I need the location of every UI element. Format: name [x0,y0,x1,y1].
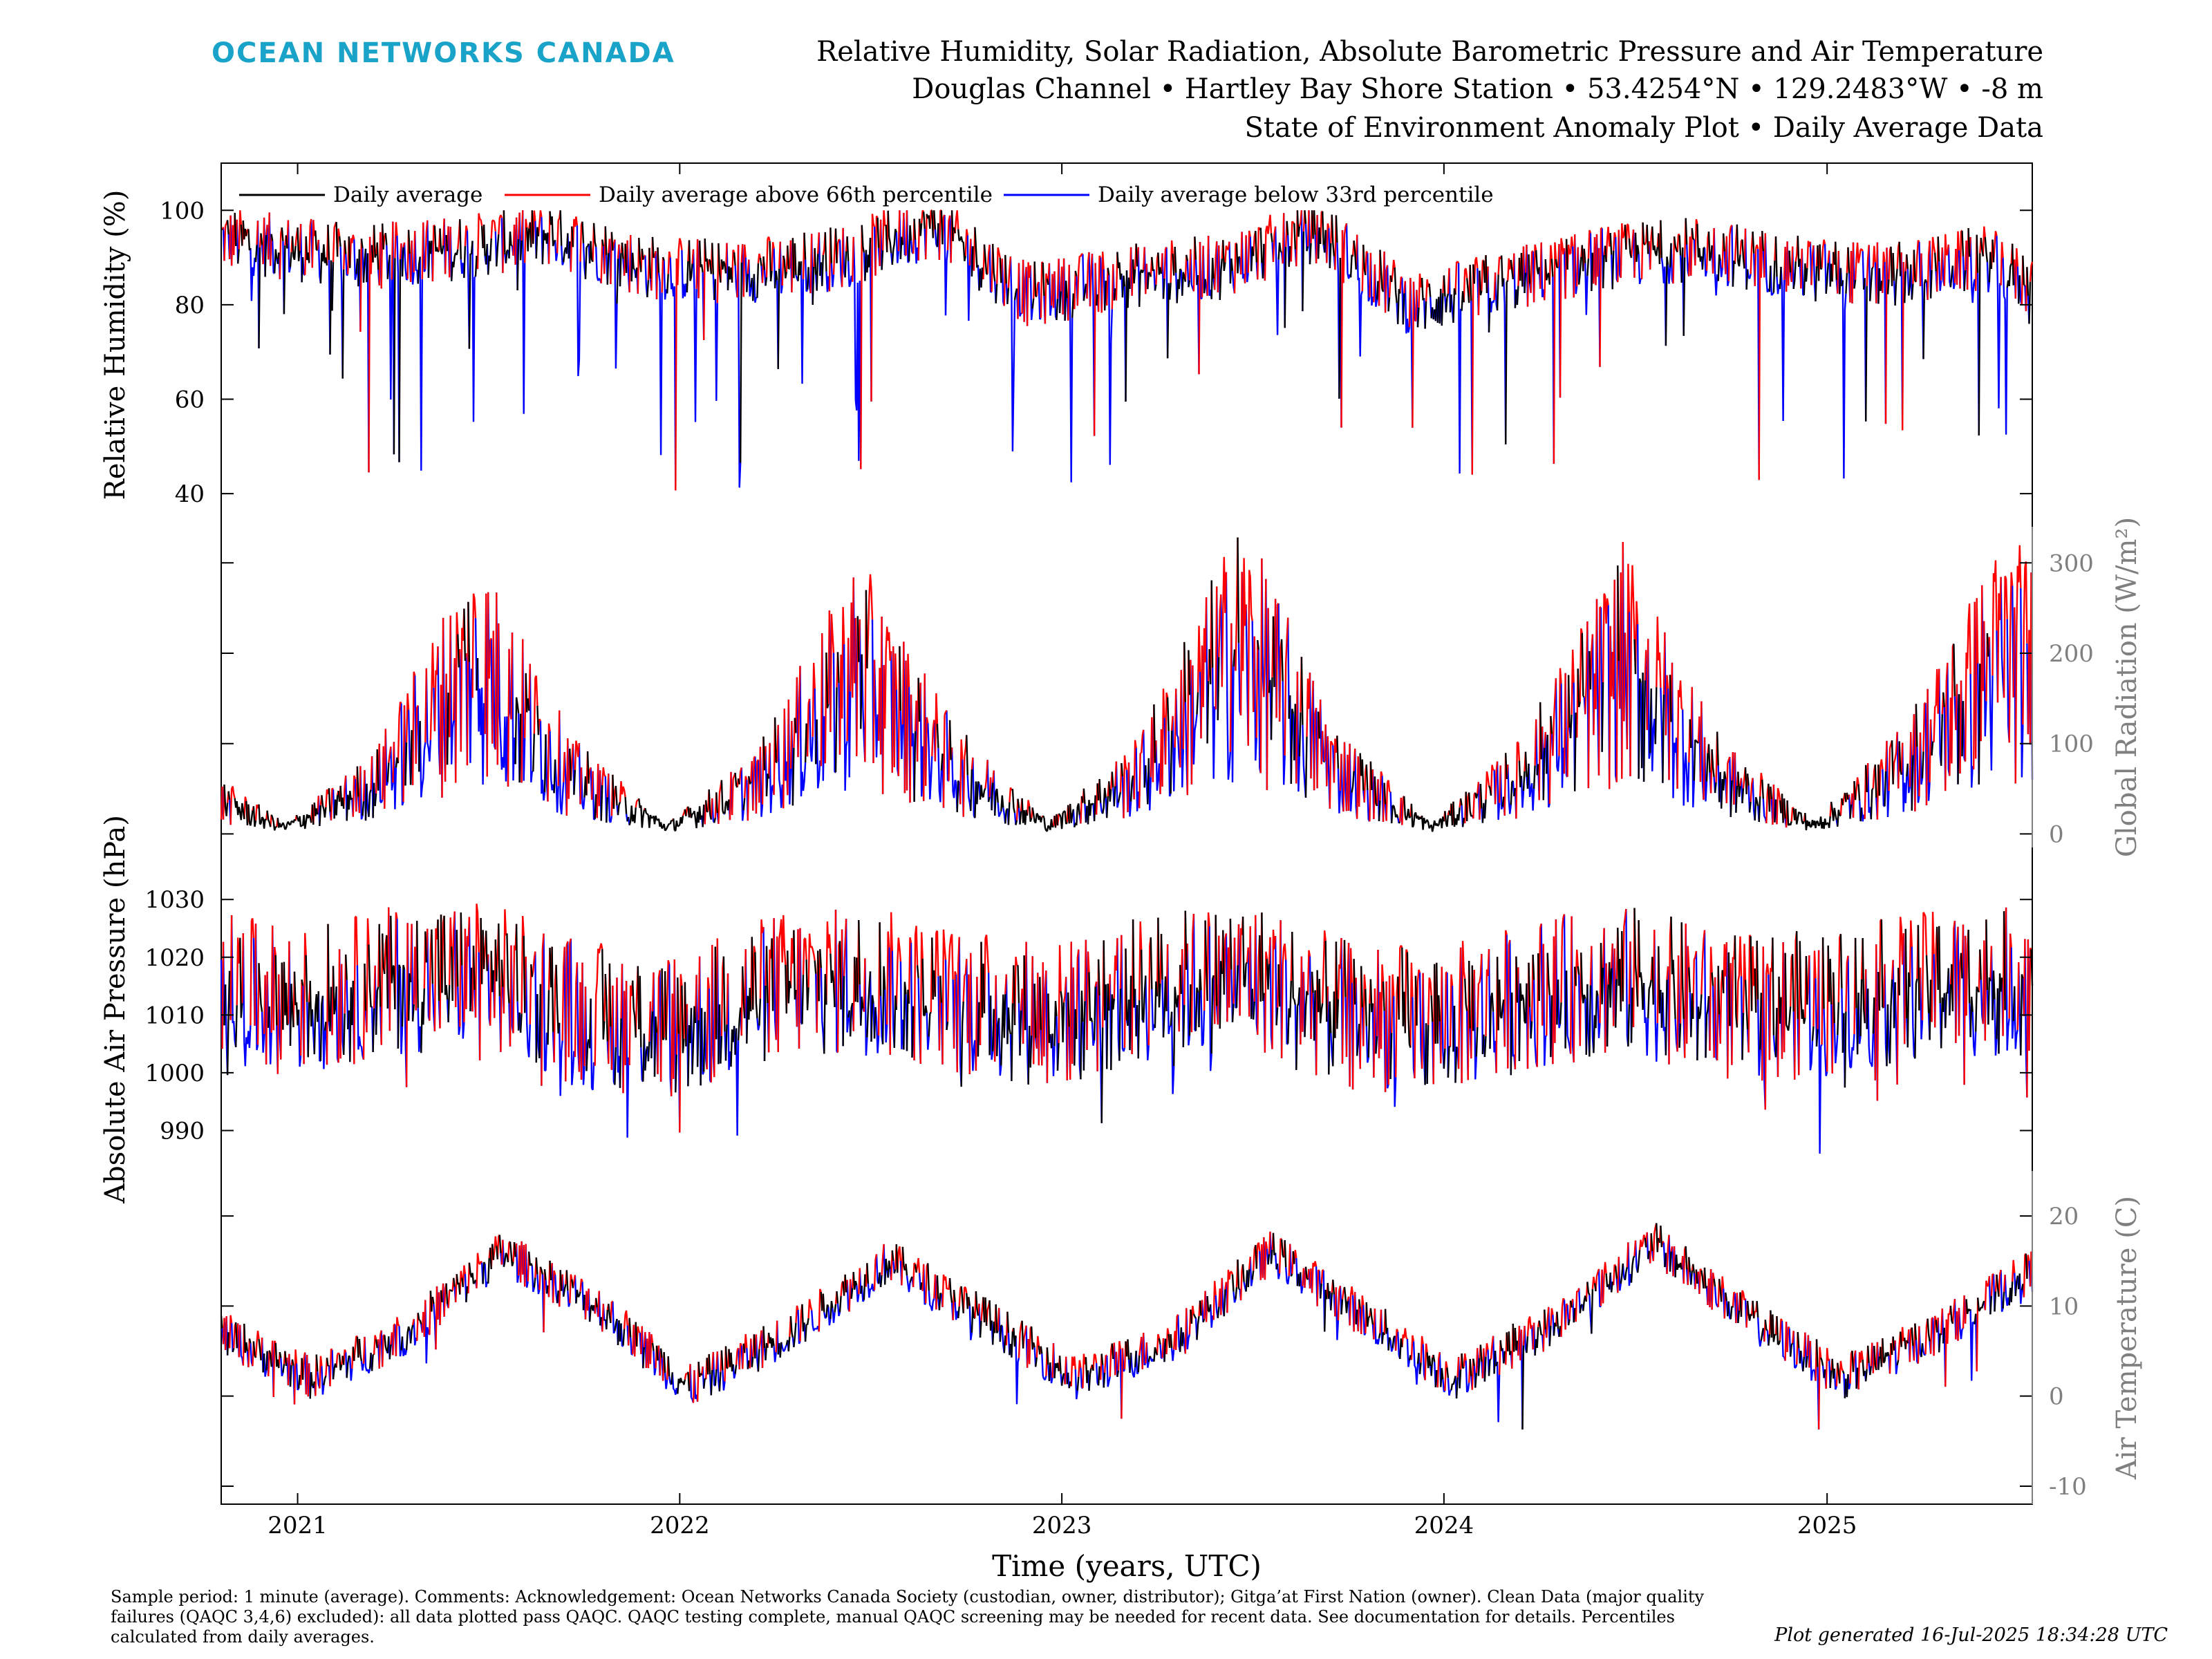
plot-title-line2: Douglas Channel • Hartley Bay Shore Stat… [912,73,2043,105]
y-tick-label-radiation-100: 100 [2049,731,2094,758]
y-tick-label-humidity-60: 60 [175,386,205,414]
panel-radiation: 0 100 200 300 Global Radiation (W/m²) [220,517,2143,857]
y-tick-label-temperature-10: 10 [2049,1293,2079,1320]
x-tick-label-2021: 2021 [268,1512,328,1539]
y-tick-label-pressure-1020: 1020 [144,944,205,972]
footer-notes: Sample period: 1 minute (average). Comme… [111,1587,1705,1647]
x-axis-label: Time (years, UTC) [992,1549,1262,1583]
y-tick-label-pressure-1030: 1030 [144,886,205,914]
legend-label-above: Daily average above 66th percentile [599,182,993,207]
x-tick-label-2023: 2023 [1032,1512,1092,1539]
series-line-radiation-normal [223,537,1989,832]
y-axis-label-temperature: Air Temperature (C) [2111,1196,2143,1480]
plot-title-line3: State of Environment Anomaly Plot • Dail… [1244,112,2043,144]
panel-humidity: 40 60 80 100 Relative Humidity (%) [100,190,2034,508]
series-line-temperature-above [222,1223,2032,1430]
y-tick-label-humidity-100: 100 [160,197,205,225]
y-tick-label-temperature--10: -10 [2049,1473,2087,1501]
plot-generated-timestamp: Plot generated 16-Jul-2025 18:34:28 UTC [1774,1624,2168,1646]
y-tick-label-humidity-80: 80 [175,292,205,319]
y-axis-label-pressure: Absolute Air Pressure (hPa) [100,815,131,1204]
series-line-humidity-below [222,210,2030,491]
panel-pressure: 990 1000 1010 1020 1030 Absolute Air Pressure… [100,815,2034,1204]
series-line-humidity-above [221,209,2034,491]
series-line-radiation-above [220,537,2032,828]
y-axis-label-humidity: Relative Humidity (%) [100,190,131,500]
x-axis: 2021 2022 2023 2024 2025 [268,163,1857,1539]
y-axis-label-radiation: Global Radiation (W/m²) [2111,517,2143,857]
series-line-pressure-normal [223,908,2034,1123]
y-tick-label-pressure-990: 990 [160,1118,205,1145]
panel-temperature: -10 0 10 20 Air Temperature (C) [220,1171,2143,1504]
y-tick-label-temperature-0: 0 [2049,1383,2064,1411]
y-tick-label-pressure-1000: 1000 [144,1060,205,1087]
y-tick-label-pressure-1010: 1010 [144,1002,205,1029]
x-tick-label-2024: 2024 [1414,1512,1474,1539]
y-tick-label-temperature-20: 20 [2049,1203,2079,1230]
y-tick-label-humidity-40: 40 [175,480,205,508]
y-tick-label-radiation-0: 0 [2049,821,2064,848]
ocean-networks-canada-logo: OCEAN NETWORKS CANADA [212,37,675,69]
legend: Daily average Daily average above 66th p… [239,182,1494,207]
series-line-temperature-below [221,1231,2034,1430]
series-line-temperature-normal [220,1223,2028,1430]
y-tick-label-radiation-300: 300 [2049,550,2094,577]
legend-label-daily-average: Daily average [333,182,482,207]
y-tick-label-radiation-200: 200 [2049,640,2094,668]
legend-label-below: Daily average below 33rd percentile [1098,182,1494,207]
x-tick-label-2022: 2022 [650,1512,710,1539]
series-line-humidity-normal [220,210,2032,463]
plot-title-line1: Relative Humidity, Solar Radiation, Abso… [816,36,2043,68]
x-tick-label-2025: 2025 [1797,1512,1857,1539]
